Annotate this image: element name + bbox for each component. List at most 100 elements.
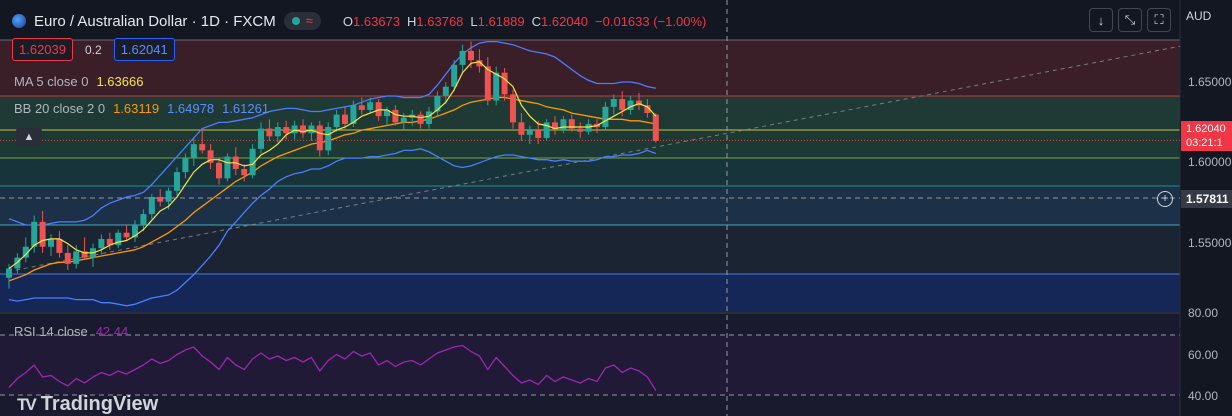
candle-body — [123, 232, 130, 238]
candle-body — [258, 128, 264, 149]
candle-body — [543, 122, 550, 138]
candle-body — [165, 190, 172, 202]
spread-value: 0.2 — [85, 42, 102, 57]
candle-body — [552, 122, 558, 131]
bb-upper-line — [8, 40, 656, 226]
ma-legend[interactable]: MA 5 close 0 1.63666 — [14, 74, 143, 89]
bb-lower-value: 1.61261 — [222, 101, 270, 116]
ohlc-low: L1.61889 — [470, 13, 525, 29]
rsi-value: 42.44 — [95, 324, 129, 339]
rsi-tick: 60.00 — [1188, 348, 1219, 362]
price-zone-band — [0, 274, 1180, 313]
expand-button[interactable]: ⤡ — [1118, 8, 1142, 32]
rsi-line — [8, 344, 657, 391]
candle-body — [526, 130, 533, 135]
expand-icon: ⤡ — [1124, 12, 1136, 27]
tradingview-logo[interactable]: TV TradingView — [17, 393, 158, 416]
candle-body — [510, 94, 516, 123]
candle-body — [644, 105, 651, 114]
candle-body — [602, 106, 609, 128]
candle-body — [31, 221, 38, 247]
buy-price-button[interactable]: 1.62041 — [113, 38, 175, 61]
candle-body — [224, 156, 231, 179]
candle-body — [274, 127, 281, 137]
market-open-icon — [291, 17, 300, 25]
price-tick: 1.65000 — [1188, 75, 1232, 89]
price-tick: 1.55000 — [1188, 236, 1232, 250]
candle-body — [316, 125, 323, 151]
candle-body — [468, 50, 474, 61]
candle-body — [627, 100, 634, 110]
candle-body — [207, 150, 214, 163]
candle-body — [241, 169, 248, 176]
fullscreen-button[interactable]: ⛶ — [1147, 8, 1171, 32]
symbol-title[interactable]: Euro / Australian Dollar · 1D · FXCM — [34, 12, 276, 30]
bb-upper-value: 1.64978 — [167, 101, 215, 116]
ma-value: 1.63666 — [96, 74, 144, 89]
ohlc-change: −0.01633 (−1.00%) — [595, 13, 707, 29]
logo-text: TradingView — [40, 393, 159, 415]
candle-body — [132, 224, 138, 238]
chevron-up-icon: ▲ — [23, 131, 35, 143]
rsi-band-fill — [0, 335, 1180, 395]
ma-line — [8, 61, 657, 269]
market-status-pill[interactable]: ≈ — [283, 12, 321, 30]
candle-body — [375, 102, 382, 117]
candle-body — [148, 196, 155, 215]
candle-body — [81, 251, 88, 258]
rsi-tick: 40.00 — [1188, 389, 1219, 403]
price-tick: 1.60000 — [1188, 155, 1232, 169]
candle-body — [190, 144, 197, 159]
rsi-name: RSI 14 close — [14, 324, 88, 339]
candle-body — [417, 114, 424, 124]
candle-body — [157, 196, 164, 202]
candle-body — [568, 119, 575, 129]
candle-body — [73, 251, 80, 264]
candle-body — [216, 162, 222, 179]
price-zone-band — [0, 158, 1180, 186]
arrow-down-icon: ↓ — [1097, 12, 1105, 28]
candle-body — [22, 246, 29, 258]
candle-body — [358, 105, 365, 110]
candle-body — [39, 221, 46, 247]
crosshair-price-tag: 1.57811 — [1181, 190, 1232, 208]
candle-body — [610, 99, 617, 107]
bb-lower-line — [8, 148, 657, 307]
candle-body — [350, 105, 357, 124]
candle-body — [493, 72, 500, 101]
symbol-header: Euro / Australian Dollar · 1D · FXCM ≈ O… — [12, 12, 706, 30]
add-plus-icon[interactable]: + — [1157, 191, 1173, 207]
candle-body — [434, 95, 441, 112]
candle-body — [333, 114, 340, 128]
candle-body — [98, 238, 105, 249]
candle-body — [384, 109, 390, 117]
trade-panel: 1.62039 0.2 1.62041 — [12, 38, 175, 61]
collapse-legend-button[interactable]: ▲ — [16, 128, 42, 146]
candle-body — [367, 102, 374, 110]
candle-body — [535, 130, 542, 138]
candle-body — [48, 238, 54, 247]
candle-body — [459, 50, 466, 65]
candle-body — [199, 144, 206, 151]
candle-body — [577, 128, 584, 132]
ohlc-close: C1.62040 — [531, 13, 589, 29]
candle-body — [56, 238, 63, 253]
scroll-down-button[interactable]: ↓ — [1089, 8, 1113, 32]
candle-body — [451, 64, 458, 87]
candle-body — [400, 117, 407, 123]
candle-body — [636, 100, 642, 106]
rsi-legend[interactable]: RSI 14 close 42.44 — [14, 324, 128, 339]
sell-price-button[interactable]: 1.62039 — [12, 38, 73, 61]
candle-body — [585, 123, 592, 132]
candle-body — [501, 72, 508, 95]
bb-basis-value: 1.63119 — [113, 101, 160, 116]
fullscreen-icon: ⛶ — [1154, 12, 1164, 27]
candle-body — [64, 252, 71, 264]
candle-body — [652, 114, 659, 142]
currency-label[interactable]: AUD — [1186, 9, 1212, 23]
candle-body — [182, 158, 189, 173]
bb-legend[interactable]: BB 20 close 2 0 1.63119 1.64978 1.61261 — [14, 101, 269, 116]
candle-body — [342, 114, 348, 124]
price-zone-band — [0, 40, 1180, 96]
